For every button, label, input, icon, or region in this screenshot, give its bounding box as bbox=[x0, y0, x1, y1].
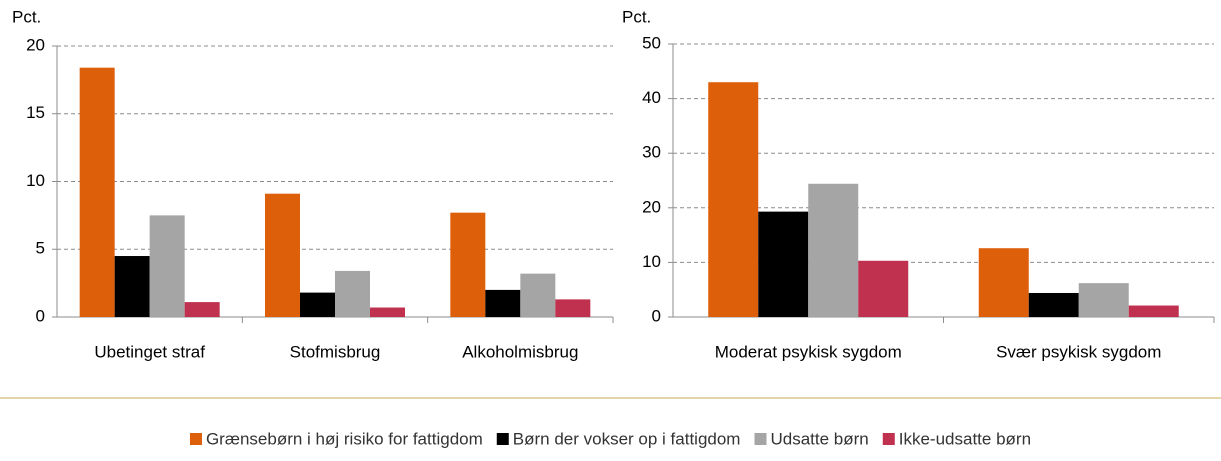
y-tick-label: 20 bbox=[26, 35, 45, 54]
bar bbox=[555, 299, 591, 317]
y-tick-label: 40 bbox=[642, 88, 661, 107]
bar bbox=[149, 215, 185, 317]
bar bbox=[708, 82, 759, 317]
bar bbox=[335, 270, 370, 317]
bar bbox=[1028, 292, 1079, 317]
y-tick-label: 20 bbox=[642, 197, 661, 216]
y-tick-label: 0 bbox=[652, 306, 661, 325]
y-tick-label: 5 bbox=[36, 239, 45, 258]
x-tick-label: Alkoholmisbrug bbox=[462, 342, 578, 361]
y-axis-label: Pct. bbox=[12, 7, 41, 26]
legend-label: Ikke-udsatte børn bbox=[899, 429, 1031, 448]
bar bbox=[758, 211, 809, 317]
y-tick-label: 10 bbox=[642, 252, 661, 271]
y-tick-label: 0 bbox=[36, 306, 45, 325]
x-tick-label: Ubetinget straf bbox=[94, 342, 205, 361]
y-tick-label: 10 bbox=[26, 171, 45, 190]
bar bbox=[370, 307, 405, 317]
bar bbox=[858, 260, 909, 317]
legend-label: Børn der vokser op i fattigdom bbox=[513, 429, 741, 448]
legend-label: Grænsebørn i høj risiko for fattigdom bbox=[206, 429, 483, 448]
bar bbox=[1078, 283, 1129, 317]
bar bbox=[265, 193, 300, 317]
legend-label: Udsatte børn bbox=[770, 429, 868, 448]
bar bbox=[184, 302, 220, 317]
y-tick-label: 15 bbox=[26, 103, 45, 122]
legend-swatch bbox=[882, 433, 895, 445]
bar bbox=[808, 183, 859, 317]
bar bbox=[1128, 305, 1179, 317]
legend-swatch bbox=[496, 433, 509, 445]
legend-swatch bbox=[189, 433, 202, 445]
bar bbox=[978, 248, 1029, 317]
bar bbox=[485, 289, 521, 317]
x-tick-label: Moderat psykisk sygdom bbox=[715, 342, 902, 361]
y-tick-label: 30 bbox=[642, 143, 661, 162]
bar bbox=[114, 256, 150, 317]
x-tick-label: Stofmisbrug bbox=[290, 342, 381, 361]
bar bbox=[520, 273, 556, 317]
x-tick-label: Svær psykisk sygdom bbox=[996, 342, 1161, 361]
bar bbox=[79, 67, 115, 318]
legend-swatch bbox=[754, 433, 767, 445]
y-tick-label: 50 bbox=[642, 33, 661, 52]
bar bbox=[450, 212, 486, 317]
y-axis-label: Pct. bbox=[622, 7, 651, 26]
bar bbox=[300, 292, 335, 317]
